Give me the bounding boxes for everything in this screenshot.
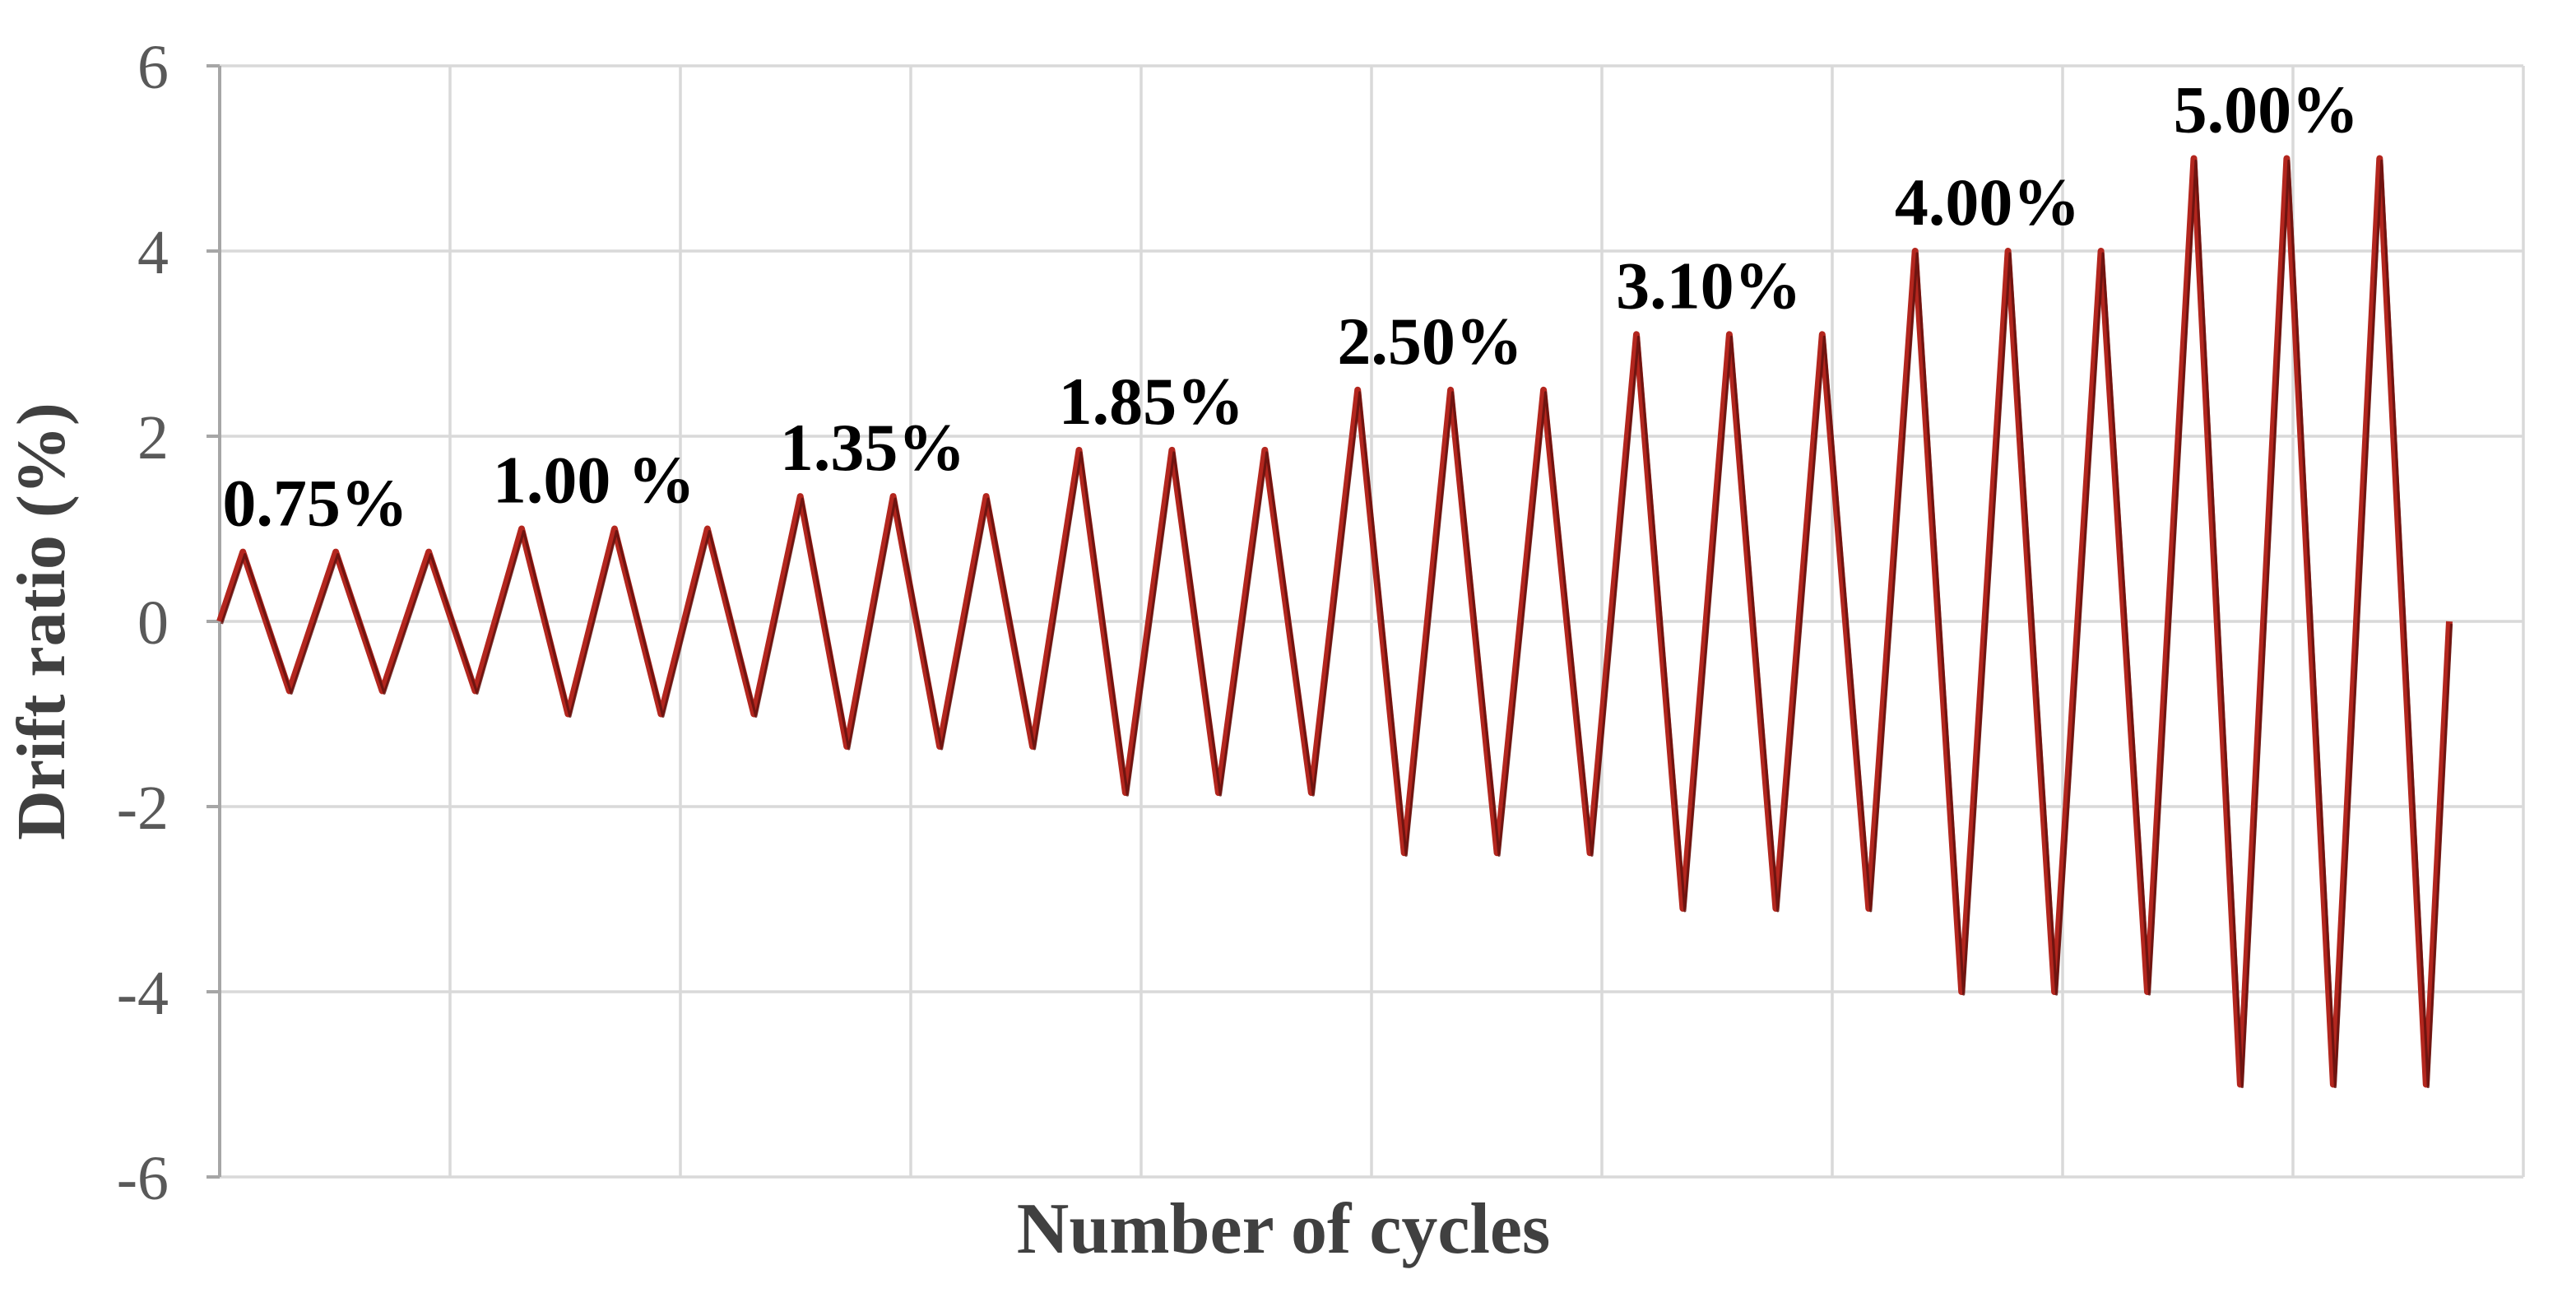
y-tick-label: -6 [117,1144,169,1213]
drift-level-label: 2.50% [1337,304,1523,379]
waveform-line [216,155,2453,1088]
drift-level-label: 3.10% [1616,248,1802,323]
x-axis-title: Number of cycles [1017,1189,1550,1269]
gridlines-group [220,64,2525,1179]
y-tick-label: 0 [137,588,169,658]
y-tick-label: 2 [137,403,169,472]
drift-level-label: 4.00% [1895,165,2081,240]
drift-level-label: 1.35% [780,410,966,485]
drift-level-labels-group: 0.75% 1.00 % 1.35% 1.85% 2.50% 3.10% 4.00% 5.00… [222,72,2359,541]
drift-level-label: 1.00 % [493,443,695,518]
y-tick-label: -2 [117,774,169,843]
y-axis-title: Drift ratio (%) [3,402,80,840]
y-tick-labels-group: 6 4 2 0 -2 -4 -6 [117,33,169,1213]
y-tick-label: 6 [137,33,169,102]
waveform-line-core [220,159,2453,1089]
waveform-group [216,155,2453,1089]
y-tick-label: 4 [137,218,169,287]
y-tick-label: -4 [117,959,169,1028]
drift-level-label: 5.00% [2174,72,2360,147]
drift-level-label: 0.75% [222,466,408,541]
drift-level-label: 1.85% [1059,364,1245,439]
